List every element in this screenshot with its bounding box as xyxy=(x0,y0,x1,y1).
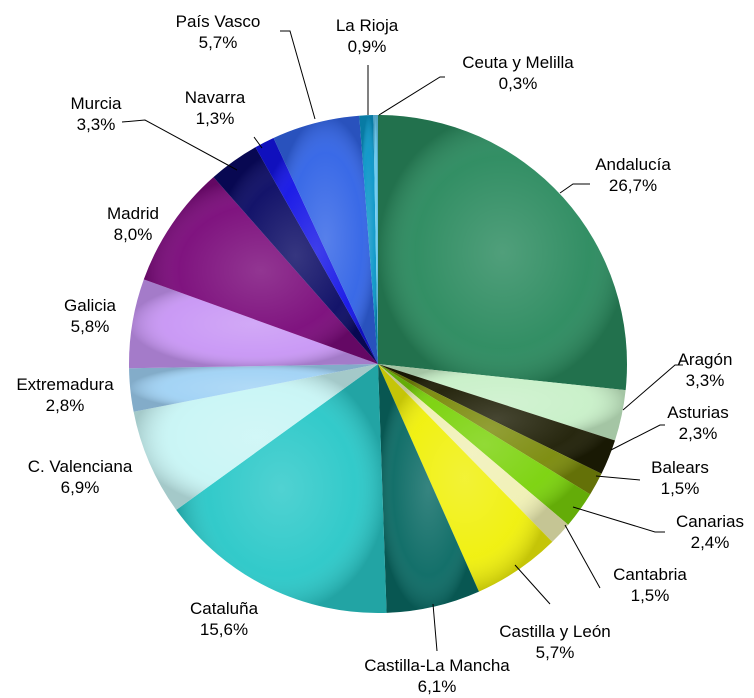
pie-slice-shading-pais-vasco xyxy=(273,115,378,365)
slice-label-value-pais-vasco: 5,7% xyxy=(199,33,238,52)
pie-slice-shading-castilla-la-mancha xyxy=(378,364,479,613)
pie-slice-shading-madrid xyxy=(143,177,378,364)
slice-label-value-andalucia: 26,7% xyxy=(609,176,657,195)
slice-label-value-galicia: 5,8% xyxy=(71,317,110,336)
pie-slice-shading-navarra xyxy=(255,137,378,364)
pie-slice-shading-la-rioja xyxy=(359,115,378,364)
pie-slice-shading-cataluna xyxy=(176,364,387,613)
slice-label-name-balears: Balears xyxy=(651,458,709,477)
slice-label-value-asturias: 2,3% xyxy=(679,424,718,443)
slice-label-value-cantabria: 1,5% xyxy=(631,586,670,605)
leader-lines-layer xyxy=(121,30,683,652)
pie-slice-shading-c-valenciana xyxy=(133,364,378,510)
slice-label-name-extremadura: Extremadura xyxy=(16,375,114,394)
slice-label-name-aragon: Aragón xyxy=(678,350,733,369)
pie-slice-shading-galicia xyxy=(129,279,378,369)
slice-label-name-castilla-la-mancha: Castilla-La Mancha xyxy=(364,656,510,675)
leader-line-canarias xyxy=(572,506,665,533)
slice-label-value-canarias: 2,4% xyxy=(691,533,730,552)
leader-line-balears xyxy=(595,475,641,481)
slice-label-name-cantabria: Cantabria xyxy=(613,565,687,584)
slice-label-name-pais-vasco: País Vasco xyxy=(176,12,261,31)
slice-label-value-castilla-y-leon: 5,7% xyxy=(536,643,575,662)
leader-line-castilla-y-leon xyxy=(514,564,551,605)
leader-line-ceuta-y-melilla xyxy=(378,76,445,116)
pie-slice-shading-murcia xyxy=(213,147,378,364)
slice-label-value-madrid: 8,0% xyxy=(114,225,153,244)
slice-label-name-la-rioja: La Rioja xyxy=(336,16,399,35)
slice-label-value-c-valenciana: 6,9% xyxy=(61,478,100,497)
leader-line-murcia xyxy=(121,119,238,171)
slice-label-value-balears: 1,5% xyxy=(661,479,700,498)
slice-label-name-canarias: Canarias xyxy=(676,512,744,531)
leader-line-aragon xyxy=(622,364,683,411)
slices-layer xyxy=(129,114,628,613)
slice-label-value-ceuta-y-melilla: 0,3% xyxy=(499,74,538,93)
slice-label-value-aragon: 3,3% xyxy=(686,371,725,390)
slice-label-name-navarra: Navarra xyxy=(185,88,246,107)
slice-label-name-galicia: Galicia xyxy=(64,296,117,315)
slice-label-value-cataluna: 15,6% xyxy=(200,620,248,639)
slice-label-value-navarra: 1,3% xyxy=(196,109,235,128)
leader-line-pais-vasco xyxy=(280,30,316,120)
slice-label-name-cataluna: Cataluña xyxy=(190,599,259,618)
slice-label-name-castilla-y-leon: Castilla y León xyxy=(499,622,611,641)
pie-slice-shading-andalucia xyxy=(378,114,628,391)
leader-line-castilla-la-mancha xyxy=(432,603,438,652)
slice-label-value-extremadura: 2,8% xyxy=(46,396,85,415)
slice-label-name-andalucia: Andalucía xyxy=(595,155,671,174)
slice-label-value-la-rioja: 0,9% xyxy=(348,37,387,56)
labels-layer: Andalucía 26,7% Aragón 3,3% Asturias 2,3% Bale… xyxy=(16,12,744,696)
pie-slice-shading-extremadura xyxy=(129,364,378,412)
leader-line-andalucia xyxy=(559,183,590,194)
slice-label-name-c-valenciana: C. Valenciana xyxy=(28,457,133,476)
slice-label-name-murcia: Murcia xyxy=(70,94,122,113)
pie-slice-shading-cantabria xyxy=(378,364,569,542)
slice-label-name-ceuta-y-melilla: Ceuta y Melilla xyxy=(462,53,574,72)
slice-label-value-murcia: 3,3% xyxy=(77,115,116,134)
pie-slice-shading-asturias xyxy=(378,364,615,474)
slice-label-value-castilla-la-mancha: 6,1% xyxy=(418,677,457,696)
pie-slice-shading-balears xyxy=(378,364,602,495)
pie-slice-shading-ceuta-y-melilla xyxy=(373,114,378,364)
pie-slice-shading-castilla-y-leon xyxy=(378,364,553,592)
slice-label-name-asturias: Asturias xyxy=(667,403,728,422)
leader-line-navarra xyxy=(253,136,263,149)
pie-slice-shading-canarias xyxy=(378,364,591,525)
leader-line-asturias xyxy=(610,424,665,451)
leader-line-cantabria xyxy=(564,524,601,589)
pie-slice-shading-aragon xyxy=(378,364,626,441)
slice-label-name-madrid: Madrid xyxy=(107,204,159,223)
